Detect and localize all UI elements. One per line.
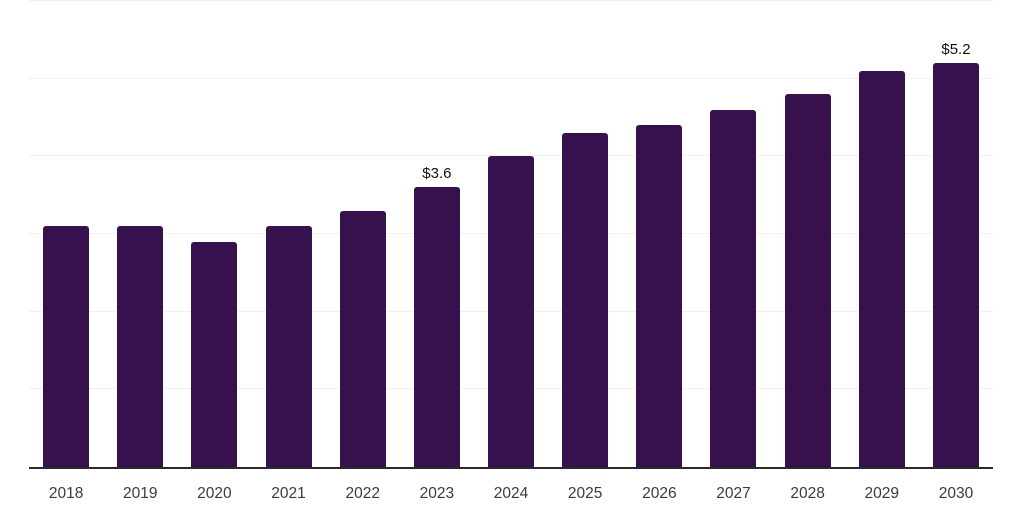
bar-value-label: $5.2 <box>941 41 971 59</box>
bar <box>265 226 312 467</box>
bar <box>43 226 90 467</box>
x-tick-label: 2030 <box>938 485 974 502</box>
bar-group <box>29 1 103 467</box>
bar <box>339 210 386 467</box>
gridline <box>29 155 993 157</box>
bar-group: $5.2 <box>919 1 993 467</box>
bar <box>710 109 757 467</box>
bar <box>858 70 905 467</box>
x-tick-label: 2025 <box>567 485 603 502</box>
bar-group <box>771 1 845 467</box>
bar-group <box>326 1 400 467</box>
bar-group <box>845 1 919 467</box>
x-tick-label: 2029 <box>864 485 900 502</box>
x-axis-labels: 2018 2019 2020 2021 2022 2023 2024 2025 2026 2027… <box>29 471 993 503</box>
x-tick-label: 2026 <box>642 485 677 502</box>
bar <box>784 94 831 467</box>
bar <box>488 156 535 467</box>
bars-row: $3.6 $5.2 <box>29 1 993 467</box>
bar: $3.6 <box>413 165 460 467</box>
x-tick-label: 2022 <box>345 485 380 502</box>
bar-group: $3.6 <box>400 1 474 467</box>
gridline <box>29 0 993 1</box>
bar-group <box>622 1 696 467</box>
bar-group <box>474 1 548 467</box>
bar-group <box>696 1 770 467</box>
bar <box>191 241 238 467</box>
bar-group <box>548 1 622 467</box>
bar <box>117 226 164 467</box>
plot-area: $3.6 $5.2 <box>29 0 993 469</box>
x-tick-label: 2021 <box>271 485 306 502</box>
x-tick-label: 2023 <box>419 485 455 502</box>
bar-group <box>177 1 251 467</box>
gridline <box>29 77 993 79</box>
bar-value-label: $3.6 <box>422 165 452 183</box>
bar-group <box>103 1 177 467</box>
x-tick-label: 2020 <box>197 485 232 502</box>
bar: $5.2 <box>932 41 979 467</box>
x-tick-label: 2027 <box>716 485 751 502</box>
bar <box>636 125 683 467</box>
x-tick-label: 2019 <box>122 485 158 502</box>
x-tick-label: 2018 <box>48 485 84 502</box>
x-tick-label: 2024 <box>493 485 529 502</box>
bar <box>562 133 609 467</box>
bar-group <box>251 1 325 467</box>
x-tick-label: 2028 <box>790 485 825 502</box>
